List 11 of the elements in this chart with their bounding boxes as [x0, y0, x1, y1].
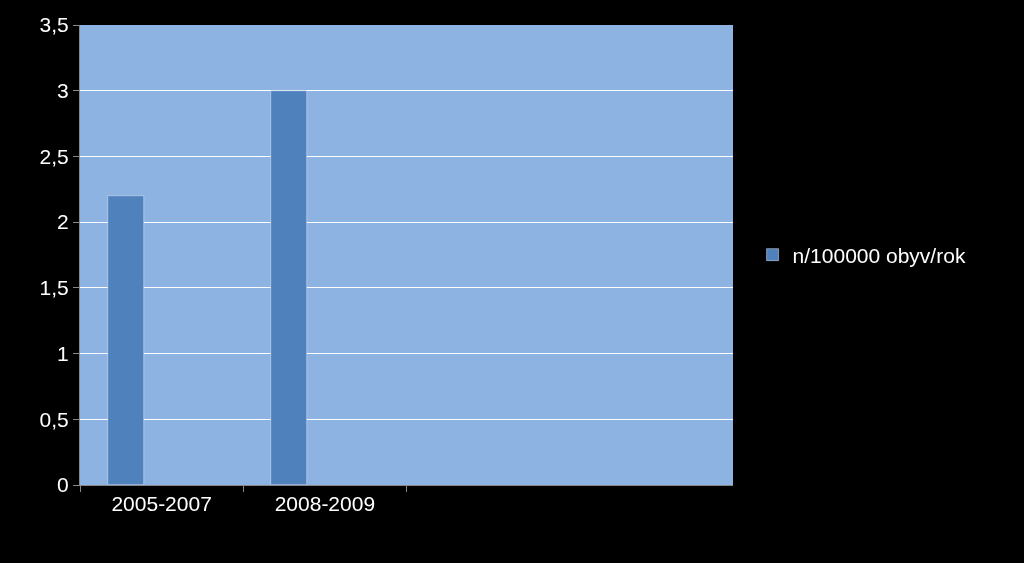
y-tick-label: 2 — [57, 210, 69, 234]
y-tick-label: 0 — [57, 473, 69, 497]
y-tick-label: 2,5 — [39, 144, 69, 168]
y-tick-label: 1,5 — [39, 276, 69, 300]
x-tick-label: 2005-2007 — [111, 492, 212, 516]
y-tick-label: 1 — [57, 341, 69, 365]
y-tick-label: 3 — [57, 79, 69, 103]
y-tick-label: 0,5 — [39, 407, 69, 431]
legend-label: n/100000 obyv/rok — [792, 243, 966, 267]
x-tick-label: 2008-2009 — [274, 492, 376, 516]
y-tick-label: 3,5 — [39, 13, 69, 37]
